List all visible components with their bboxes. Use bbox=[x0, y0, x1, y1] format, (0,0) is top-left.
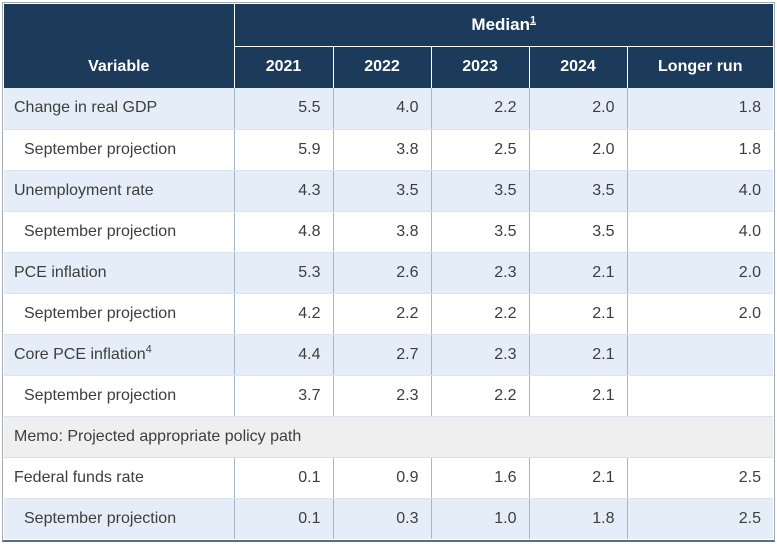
value-cell: 0.9 bbox=[332, 457, 431, 499]
value-cell: 4.0 bbox=[626, 211, 773, 253]
column-header-2021: 2021 bbox=[233, 46, 333, 88]
value-cell: 1.8 bbox=[528, 498, 627, 539]
table-row: September projection 3.7 2.3 2.2 2.1 bbox=[4, 375, 773, 417]
header-row-median: Variable Median1 bbox=[4, 4, 773, 88]
value-cell: 5.9 bbox=[233, 129, 333, 171]
value-cell: 2.1 bbox=[528, 252, 627, 294]
table-row: Core PCE inflation4 4.4 2.7 2.3 2.1 bbox=[4, 334, 773, 376]
value-cell: 1.0 bbox=[430, 498, 529, 539]
value-cell: 4.8 bbox=[233, 211, 333, 253]
table-row: PCE inflation 5.3 2.6 2.3 2.1 2.0 bbox=[4, 252, 773, 294]
value-cell: 3.7 bbox=[233, 375, 333, 417]
header-row-years: 2021 2022 2023 2024 Longer run bbox=[4, 46, 773, 88]
value-cell: 3.8 bbox=[332, 211, 431, 253]
economic-projections-table: Variable Median1 2021 2022 2023 2024 Lon… bbox=[4, 4, 773, 539]
value-cell bbox=[626, 375, 773, 417]
value-cell: 4.4 bbox=[233, 334, 333, 376]
value-cell: 2.1 bbox=[528, 334, 627, 376]
variable-cell: Unemployment rate bbox=[4, 170, 234, 212]
variable-cell: Change in real GDP bbox=[4, 88, 234, 130]
table-row: Unemployment rate 4.3 3.5 3.5 3.5 4.0 bbox=[4, 170, 773, 212]
variable-label: Core PCE inflation bbox=[14, 345, 146, 363]
value-cell: 2.1 bbox=[528, 457, 627, 499]
value-cell: 4.2 bbox=[233, 293, 333, 335]
variable-cell: Federal funds rate bbox=[4, 457, 234, 499]
column-header-2024: 2024 bbox=[528, 46, 627, 88]
value-cell: 5.5 bbox=[233, 88, 333, 130]
variable-cell: September projection bbox=[4, 293, 234, 335]
value-cell: 2.0 bbox=[626, 252, 773, 294]
table-row: Change in real GDP 5.5 4.0 2.2 2.0 1.8 bbox=[4, 88, 773, 130]
variable-header-label: Variable bbox=[88, 58, 150, 75]
value-cell: 5.3 bbox=[233, 252, 333, 294]
value-cell: 3.8 bbox=[332, 129, 431, 171]
value-cell bbox=[626, 334, 773, 376]
value-cell: 1.8 bbox=[626, 129, 773, 171]
median-header-label: Median bbox=[471, 14, 530, 34]
value-cell: 2.5 bbox=[626, 457, 773, 499]
column-group-header-median: Median1 bbox=[233, 4, 773, 47]
value-cell: 4.0 bbox=[332, 88, 431, 130]
column-header-2023: 2023 bbox=[430, 46, 529, 88]
value-cell: 0.1 bbox=[233, 457, 333, 499]
variable-cell: September projection bbox=[4, 498, 234, 539]
value-cell: 2.5 bbox=[430, 129, 529, 171]
value-cell: 2.2 bbox=[430, 88, 529, 130]
variable-cell: September projection bbox=[4, 211, 234, 253]
variable-cell: PCE inflation bbox=[4, 252, 234, 294]
table-row: September projection 0.1 0.3 1.0 1.8 2.5 bbox=[4, 498, 773, 539]
value-cell: 0.1 bbox=[233, 498, 333, 539]
variable-cell: Core PCE inflation4 bbox=[4, 334, 234, 376]
value-cell: 1.6 bbox=[430, 457, 529, 499]
value-cell: 4.0 bbox=[626, 170, 773, 212]
memo-cell: Memo: Projected appropriate policy path bbox=[4, 416, 773, 458]
value-cell: 2.2 bbox=[430, 293, 529, 335]
column-header-variable: Variable bbox=[4, 4, 234, 88]
table-row: September projection 4.8 3.8 3.5 3.5 4.0 bbox=[4, 211, 773, 253]
variable-cell: September projection bbox=[4, 375, 234, 417]
value-cell: 1.8 bbox=[626, 88, 773, 130]
value-cell: 2.3 bbox=[430, 252, 529, 294]
value-cell: 2.0 bbox=[528, 129, 627, 171]
table-row: September projection 5.9 3.8 2.5 2.0 1.8 bbox=[4, 129, 773, 171]
core-pce-footnote-marker: 4 bbox=[145, 343, 152, 356]
table-row: September projection 4.2 2.2 2.2 2.1 2.0 bbox=[4, 293, 773, 335]
value-cell: 2.0 bbox=[626, 293, 773, 335]
value-cell: 2.7 bbox=[332, 334, 431, 376]
value-cell: 3.5 bbox=[430, 211, 529, 253]
value-cell: 2.2 bbox=[430, 375, 529, 417]
value-cell: 3.5 bbox=[528, 211, 627, 253]
value-cell: 3.5 bbox=[528, 170, 627, 212]
value-cell: 2.0 bbox=[528, 88, 627, 130]
value-cell: 2.6 bbox=[332, 252, 431, 294]
value-cell: 2.3 bbox=[430, 334, 529, 376]
memo-row: Memo: Projected appropriate policy path bbox=[4, 416, 773, 458]
value-cell: 0.3 bbox=[332, 498, 431, 539]
variable-cell: September projection bbox=[4, 129, 234, 171]
value-cell: 2.1 bbox=[528, 293, 627, 335]
median-footnote-link[interactable]: 1 bbox=[529, 14, 537, 27]
value-cell: 2.2 bbox=[332, 293, 431, 335]
value-cell: 3.5 bbox=[332, 170, 431, 212]
value-cell: 3.5 bbox=[430, 170, 529, 212]
table-row: Federal funds rate 0.1 0.9 1.6 2.1 2.5 bbox=[4, 457, 773, 499]
value-cell: 2.3 bbox=[332, 375, 431, 417]
column-header-2022: 2022 bbox=[332, 46, 431, 88]
column-header-longer-run: Longer run bbox=[626, 46, 773, 88]
value-cell: 2.5 bbox=[626, 498, 773, 539]
value-cell: 2.1 bbox=[528, 375, 627, 417]
value-cell: 4.3 bbox=[233, 170, 333, 212]
